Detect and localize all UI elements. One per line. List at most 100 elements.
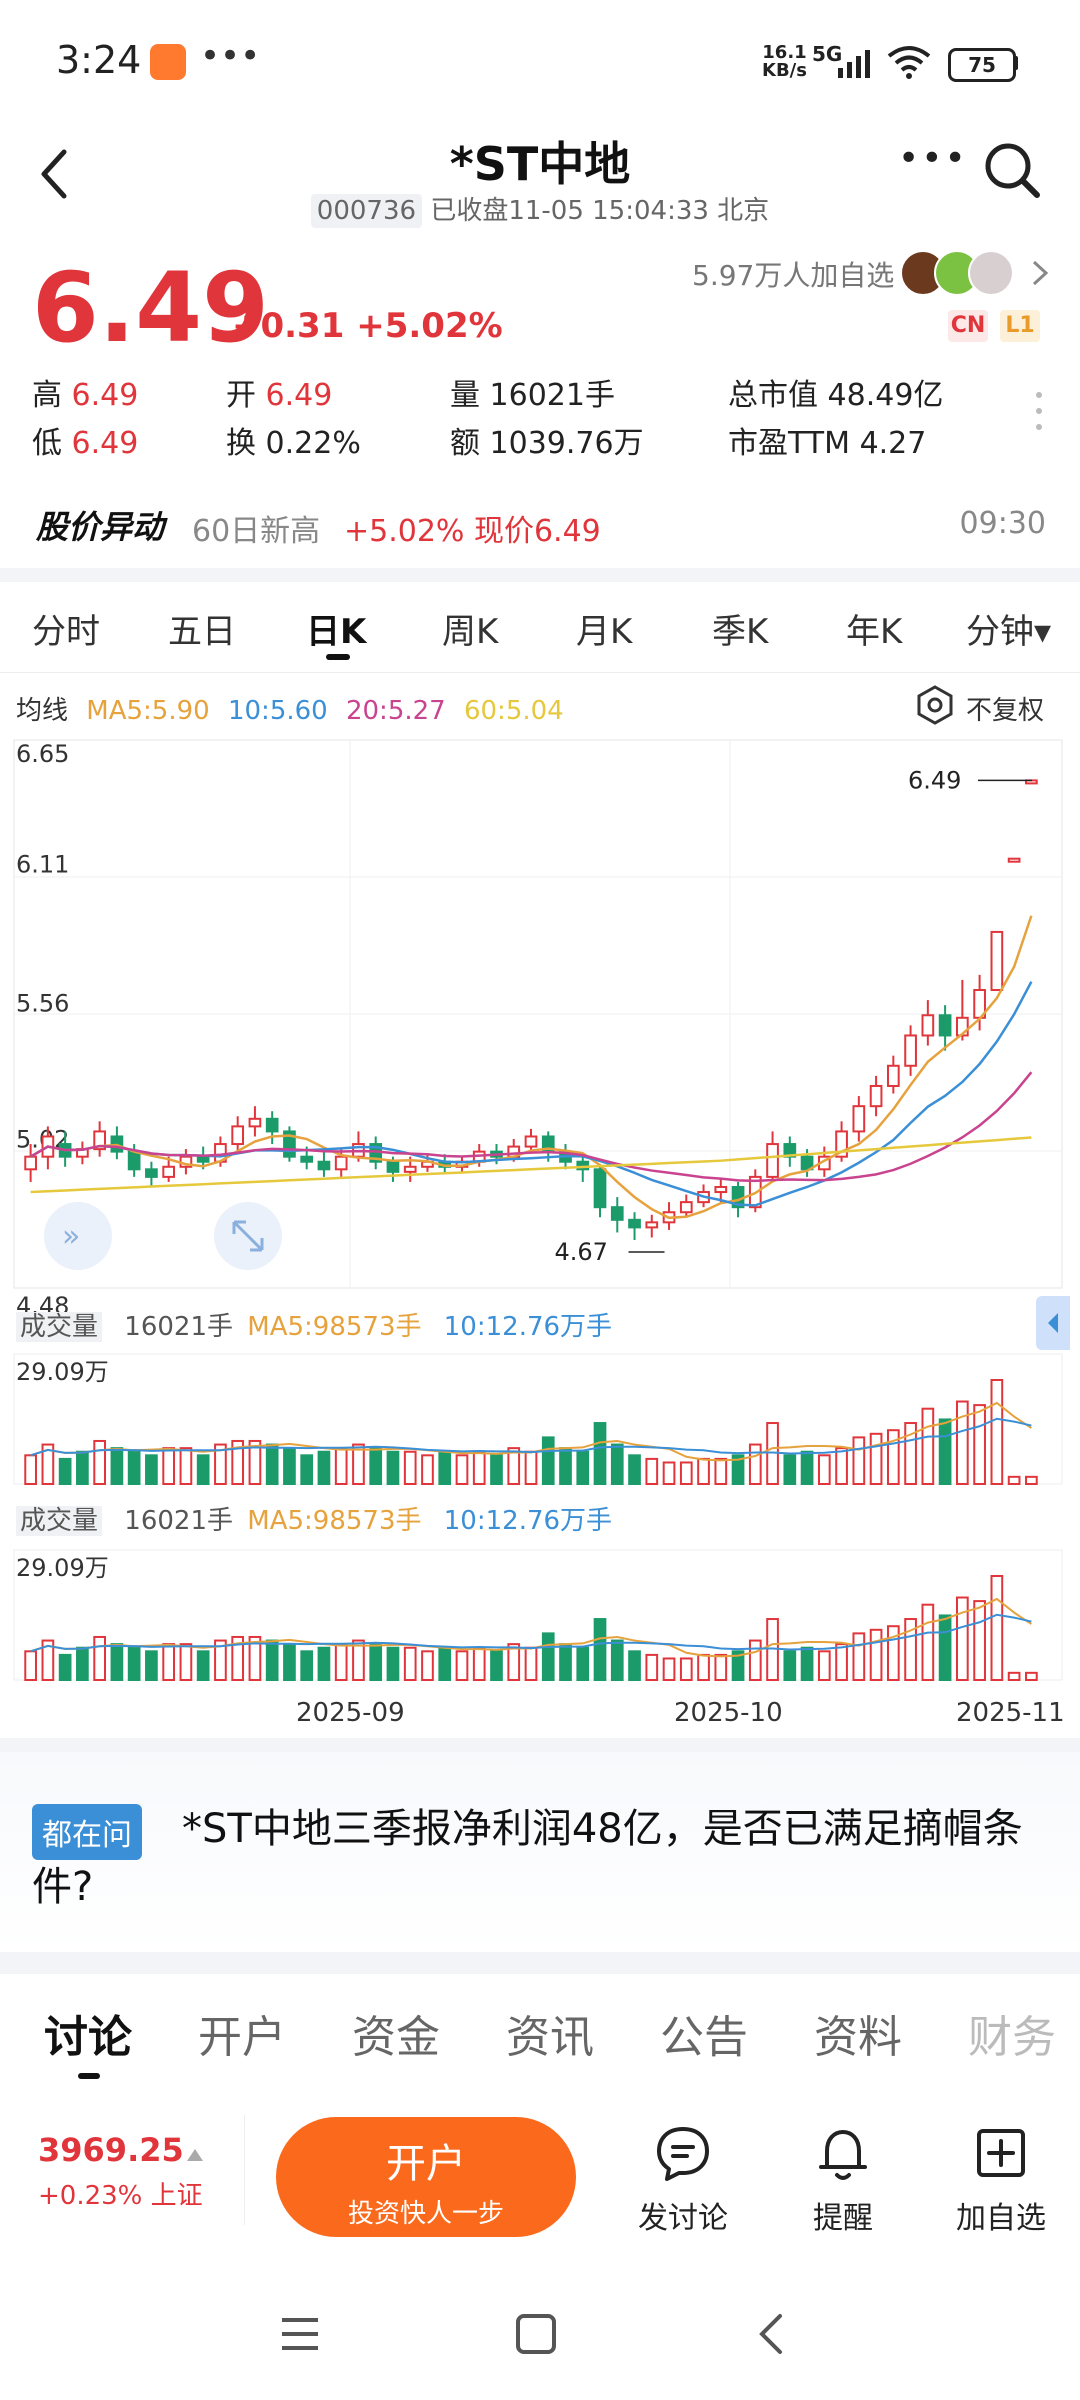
back-arrow-icon[interactable] [34, 146, 74, 202]
volume-bar [783, 1650, 797, 1682]
tab-minute[interactable]: 分钟▾ [966, 612, 1052, 652]
volume-bar [835, 1643, 848, 1681]
index-ticker[interactable]: 3969.25 +0.23% 上证 [38, 2131, 203, 2212]
tab-open-account[interactable]: 开户 [198, 2012, 286, 2063]
volume-bar [852, 1436, 866, 1485]
volume-bar [403, 1646, 417, 1681]
volume-bar [869, 1432, 883, 1486]
price-alert[interactable]: 股价异动 60日新高 +5.02% 现价6.49 09:30 [36, 502, 1046, 552]
tab-news[interactable]: 资讯 [506, 2012, 594, 2063]
volume-bar [524, 1646, 538, 1681]
volume-bar [283, 1447, 296, 1485]
index-change: +0.23% 上证 [38, 2181, 203, 2211]
volume-legend: 成交量 16021手 MA5:98573手 10:12.76万手 [16, 1306, 612, 1343]
tab-announcements[interactable]: 公告 [660, 2012, 748, 2063]
add-watchlist-button[interactable]: 加自选 [946, 2123, 1056, 2237]
scroll-left-glyph: » [62, 1219, 80, 1254]
tab-quarterly-k[interactable]: 季K [712, 612, 769, 652]
volume-bar [559, 1643, 572, 1681]
tab-yearly-k[interactable]: 年K [846, 612, 903, 652]
chat-bubble-icon [657, 2127, 709, 2181]
stat-value: 6.49 [265, 378, 333, 413]
triangle-up-icon [187, 2149, 203, 2161]
volume-bar [421, 1454, 434, 1486]
chevron-right-icon[interactable] [1030, 258, 1050, 288]
candlestick-chart[interactable]: 6.656.115.565.024.486.494.67» [0, 730, 1080, 1330]
question-text: *ST中地三季报净利润48亿，是否已满足摘帽条件? [32, 1806, 1023, 1910]
stat-label: 总市值 [728, 378, 818, 413]
avatar [968, 250, 1014, 296]
volume-bar [490, 1454, 503, 1486]
candle [714, 1185, 728, 1194]
volume-bar [973, 1404, 986, 1485]
tab-five-day[interactable]: 五日 [168, 612, 236, 652]
tab-financials[interactable]: 财务 [968, 2012, 1056, 2063]
question-tag: 都在问 [32, 1804, 142, 1860]
volume-bar [973, 1600, 986, 1681]
volume-label: 成交量 [16, 1312, 103, 1342]
volume-bar [956, 1596, 969, 1681]
stat-turnover: 换 0.22% [226, 418, 361, 462]
battery-icon: 75 [948, 48, 1016, 82]
volume-ma10-line [30, 1417, 1032, 1457]
tab-monthly-k[interactable]: 月K [576, 612, 633, 652]
candle [852, 1105, 866, 1133]
stat-open: 开 6.49 [226, 370, 332, 414]
volume-chart-2[interactable] [0, 1546, 1080, 1686]
volume-bar [1025, 1475, 1038, 1485]
adjust-label: 不复权 [966, 696, 1045, 726]
question-card[interactable]: 都在问 *ST中地三季报净利润48亿，是否已满足摘帽条件? [0, 1752, 1080, 1952]
volume-bar [938, 1614, 952, 1681]
post-discussion-button[interactable]: 发讨论 [628, 2123, 738, 2237]
divider [0, 1738, 1080, 1752]
volume-max-label-2: 29.09万 [16, 1554, 109, 1582]
volume-bar [93, 1439, 106, 1485]
divider [244, 2115, 245, 2225]
x-tick-label: 2025-11 [956, 1698, 1065, 1728]
tab-weekly-k[interactable]: 周K [442, 612, 499, 652]
volume-bar [731, 1650, 745, 1682]
reminder-button[interactable]: 提醒 [788, 2123, 898, 2237]
y-tick-label: 6.65 [16, 740, 69, 768]
home-icon[interactable] [514, 2312, 558, 2356]
volume-bar [1007, 1671, 1021, 1681]
open-account-button[interactable]: 开户 投资快人一步 [276, 2117, 576, 2237]
tab-discussion[interactable]: 讨论 [44, 2012, 132, 2063]
search-icon[interactable] [982, 140, 1042, 200]
volume-bar [300, 1650, 314, 1682]
battery-tip [1014, 56, 1018, 70]
volume-bar [231, 1635, 245, 1681]
low-price-label: 4.67 [555, 1238, 608, 1266]
candle [938, 1014, 952, 1037]
candle [317, 1160, 331, 1171]
candle [248, 1117, 262, 1128]
alert-title: 股价异动 [36, 508, 165, 546]
followers-count[interactable]: 5.97万人加自选 [692, 259, 895, 292]
volume-bar [472, 1450, 486, 1485]
stat-value: 1039.76万 [489, 426, 644, 461]
volume-bar [334, 1447, 348, 1485]
net-speed-unit: KB/s [762, 60, 807, 81]
back-icon[interactable] [752, 2312, 792, 2356]
volume-max-label: 29.09万 [16, 1358, 109, 1386]
more-menu-icon[interactable]: ••• [898, 138, 968, 179]
tab-intraday[interactable]: 分时 [32, 612, 100, 652]
volume-bar [162, 1643, 176, 1681]
stat-label: 额 [450, 426, 480, 461]
network-type: 5G [812, 42, 843, 66]
tab-funds[interactable]: 资金 [352, 2012, 440, 2063]
volume-bar [938, 1418, 952, 1485]
status-bar: 3:24 ••• 16.1 KB/s 5G 75 [0, 0, 1080, 128]
tab-profile[interactable]: 资料 [814, 2012, 902, 2063]
volume-bar [697, 1653, 710, 1682]
volume-bar [334, 1643, 348, 1681]
collapse-panel-button[interactable] [1036, 1296, 1070, 1350]
candle [921, 1014, 935, 1037]
tab-daily-k[interactable]: 日K [306, 612, 367, 652]
volume-ma10: 10:12.76万手 [443, 1312, 613, 1342]
expand-stats-icon[interactable] [1036, 392, 1042, 438]
menu-icon[interactable] [278, 2314, 322, 2354]
volume-bar [524, 1450, 538, 1485]
volume-bar [214, 1443, 227, 1486]
volume-chart[interactable] [0, 1350, 1080, 1490]
